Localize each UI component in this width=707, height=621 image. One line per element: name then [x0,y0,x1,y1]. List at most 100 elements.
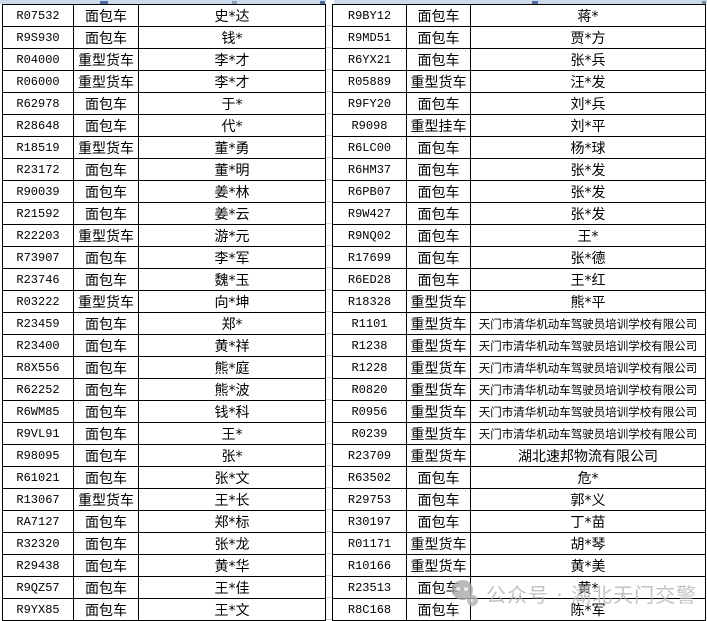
vehicle-type-cell[interactable]: 重型货车 [73,136,139,159]
vehicle-type-cell[interactable]: 面包车 [406,92,471,115]
vehicle-type-cell[interactable]: 面包车 [406,224,471,247]
plate-cell[interactable]: R04000 [2,48,74,71]
plate-cell[interactable]: R13067 [2,488,74,511]
owner-cell[interactable]: 刘*平 [470,114,706,137]
vehicle-type-cell[interactable]: 面包车 [73,598,139,621]
owner-cell[interactable]: 黄*美 [470,554,706,577]
owner-cell[interactable]: 熊*平 [470,290,706,313]
vehicle-type-cell[interactable]: 面包车 [73,444,139,467]
plate-cell[interactable]: R17699 [332,246,407,269]
plate-cell[interactable]: R0820 [332,378,407,401]
vehicle-type-cell[interactable]: 面包车 [73,312,139,335]
plate-cell[interactable]: R23172 [2,158,74,181]
vehicle-type-cell[interactable]: 面包车 [406,180,471,203]
vehicle-type-cell[interactable]: 面包车 [406,158,471,181]
plate-cell[interactable]: R9098 [332,114,407,137]
vehicle-type-cell[interactable]: 面包车 [406,268,471,291]
owner-cell[interactable]: 张*龙 [138,532,326,555]
owner-cell[interactable]: 王*红 [470,268,706,291]
vehicle-type-cell[interactable]: 重型货车 [73,488,139,511]
vehicle-type-cell[interactable]: 面包车 [73,576,139,599]
vehicle-type-cell[interactable]: 面包车 [406,510,471,533]
owner-cell[interactable]: 张*文 [138,466,326,489]
owner-cell[interactable]: 史*达 [138,4,326,27]
vehicle-type-cell[interactable]: 重型货车 [406,554,471,577]
owner-cell[interactable]: 姜*云 [138,202,326,225]
owner-cell[interactable]: 于* [138,92,326,115]
owner-cell[interactable]: 熊*波 [138,378,326,401]
owner-cell[interactable]: 杨*球 [470,136,706,159]
vehicle-type-cell[interactable]: 面包车 [406,576,471,599]
owner-cell[interactable]: 游*元 [138,224,326,247]
plate-cell[interactable]: R61021 [2,466,74,489]
owner-cell[interactable]: 刘*兵 [470,92,706,115]
owner-cell[interactable]: 魏*玉 [138,268,326,291]
owner-cell[interactable]: 向*坤 [138,290,326,313]
plate-cell[interactable]: R63502 [332,466,407,489]
vehicle-type-cell[interactable]: 重型货车 [406,356,471,379]
plate-cell[interactable]: R01171 [332,532,407,555]
owner-cell[interactable]: 李*军 [138,246,326,269]
vehicle-type-cell[interactable]: 重型货车 [406,444,471,467]
owner-cell[interactable]: 张*发 [470,180,706,203]
plate-cell[interactable]: R98095 [2,444,74,467]
owner-cell[interactable]: 汪*发 [470,70,706,93]
plate-cell[interactable]: R28648 [2,114,74,137]
vehicle-type-cell[interactable]: 面包车 [406,136,471,159]
vehicle-type-cell[interactable]: 面包车 [73,334,139,357]
plate-cell[interactable]: R0239 [332,422,407,445]
vehicle-type-cell[interactable]: 面包车 [406,48,471,71]
vehicle-type-cell[interactable]: 面包车 [406,598,471,621]
owner-cell[interactable]: 黄*祥 [138,334,326,357]
plate-cell[interactable]: R9BY12 [332,4,407,27]
vehicle-type-cell[interactable]: 重型货车 [73,290,139,313]
owner-cell[interactable]: 黄* [470,576,706,599]
owner-cell[interactable]: 蒋* [470,4,706,27]
owner-cell[interactable]: 天门市清华机动车驾驶员培训学校有限公司 [470,334,706,357]
owner-cell[interactable]: 熊*庭 [138,356,326,379]
plate-cell[interactable]: R1228 [332,356,407,379]
plate-cell[interactable]: R29438 [2,554,74,577]
plate-cell[interactable]: R6WM85 [2,400,74,423]
plate-cell[interactable]: R9YX85 [2,598,74,621]
owner-cell[interactable]: 王* [470,224,706,247]
vehicle-type-cell[interactable]: 重型货车 [406,290,471,313]
vehicle-type-cell[interactable]: 面包车 [73,246,139,269]
plate-cell[interactable]: R9MD51 [332,26,407,49]
plate-cell[interactable]: R18519 [2,136,74,159]
plate-cell[interactable]: R9FY20 [332,92,407,115]
vehicle-type-cell[interactable]: 面包车 [73,180,139,203]
vehicle-type-cell[interactable]: 重型货车 [406,334,471,357]
plate-cell[interactable]: R90039 [2,180,74,203]
vehicle-type-cell[interactable]: 面包车 [73,4,139,27]
plate-cell[interactable]: R9QZ57 [2,576,74,599]
plate-cell[interactable]: R23459 [2,312,74,335]
owner-cell[interactable]: 董*明 [138,158,326,181]
plate-cell[interactable]: R1101 [332,312,407,335]
owner-cell[interactable]: 王*长 [138,488,326,511]
plate-cell[interactable]: R9S930 [2,26,74,49]
owner-cell[interactable]: 张*发 [470,158,706,181]
vehicle-type-cell[interactable]: 面包车 [73,202,139,225]
plate-cell[interactable]: R6HM37 [332,158,407,181]
plate-cell[interactable]: R23400 [2,334,74,357]
vehicle-type-cell[interactable]: 重型货车 [406,422,471,445]
vehicle-type-cell[interactable]: 面包车 [406,246,471,269]
owner-cell[interactable]: 钱* [138,26,326,49]
owner-cell[interactable]: 张* [138,444,326,467]
vehicle-type-cell[interactable]: 面包车 [73,26,139,49]
owner-cell[interactable]: 张*发 [470,202,706,225]
vehicle-type-cell[interactable]: 面包车 [73,268,139,291]
owner-cell[interactable]: 天门市清华机动车驾驶员培训学校有限公司 [470,356,706,379]
vehicle-type-cell[interactable]: 面包车 [73,114,139,137]
owner-cell[interactable]: 天门市清华机动车驾驶员培训学校有限公司 [470,312,706,335]
plate-cell[interactable]: R03222 [2,290,74,313]
vehicle-type-cell[interactable]: 面包车 [73,422,139,445]
plate-cell[interactable]: R23746 [2,268,74,291]
owner-cell[interactable]: 贾*方 [470,26,706,49]
vehicle-type-cell[interactable]: 面包车 [406,466,471,489]
owner-cell[interactable]: 丁*苗 [470,510,706,533]
plate-cell[interactable]: R8C168 [332,598,407,621]
plate-cell[interactable]: R32320 [2,532,74,555]
owner-cell[interactable]: 郑*标 [138,510,326,533]
